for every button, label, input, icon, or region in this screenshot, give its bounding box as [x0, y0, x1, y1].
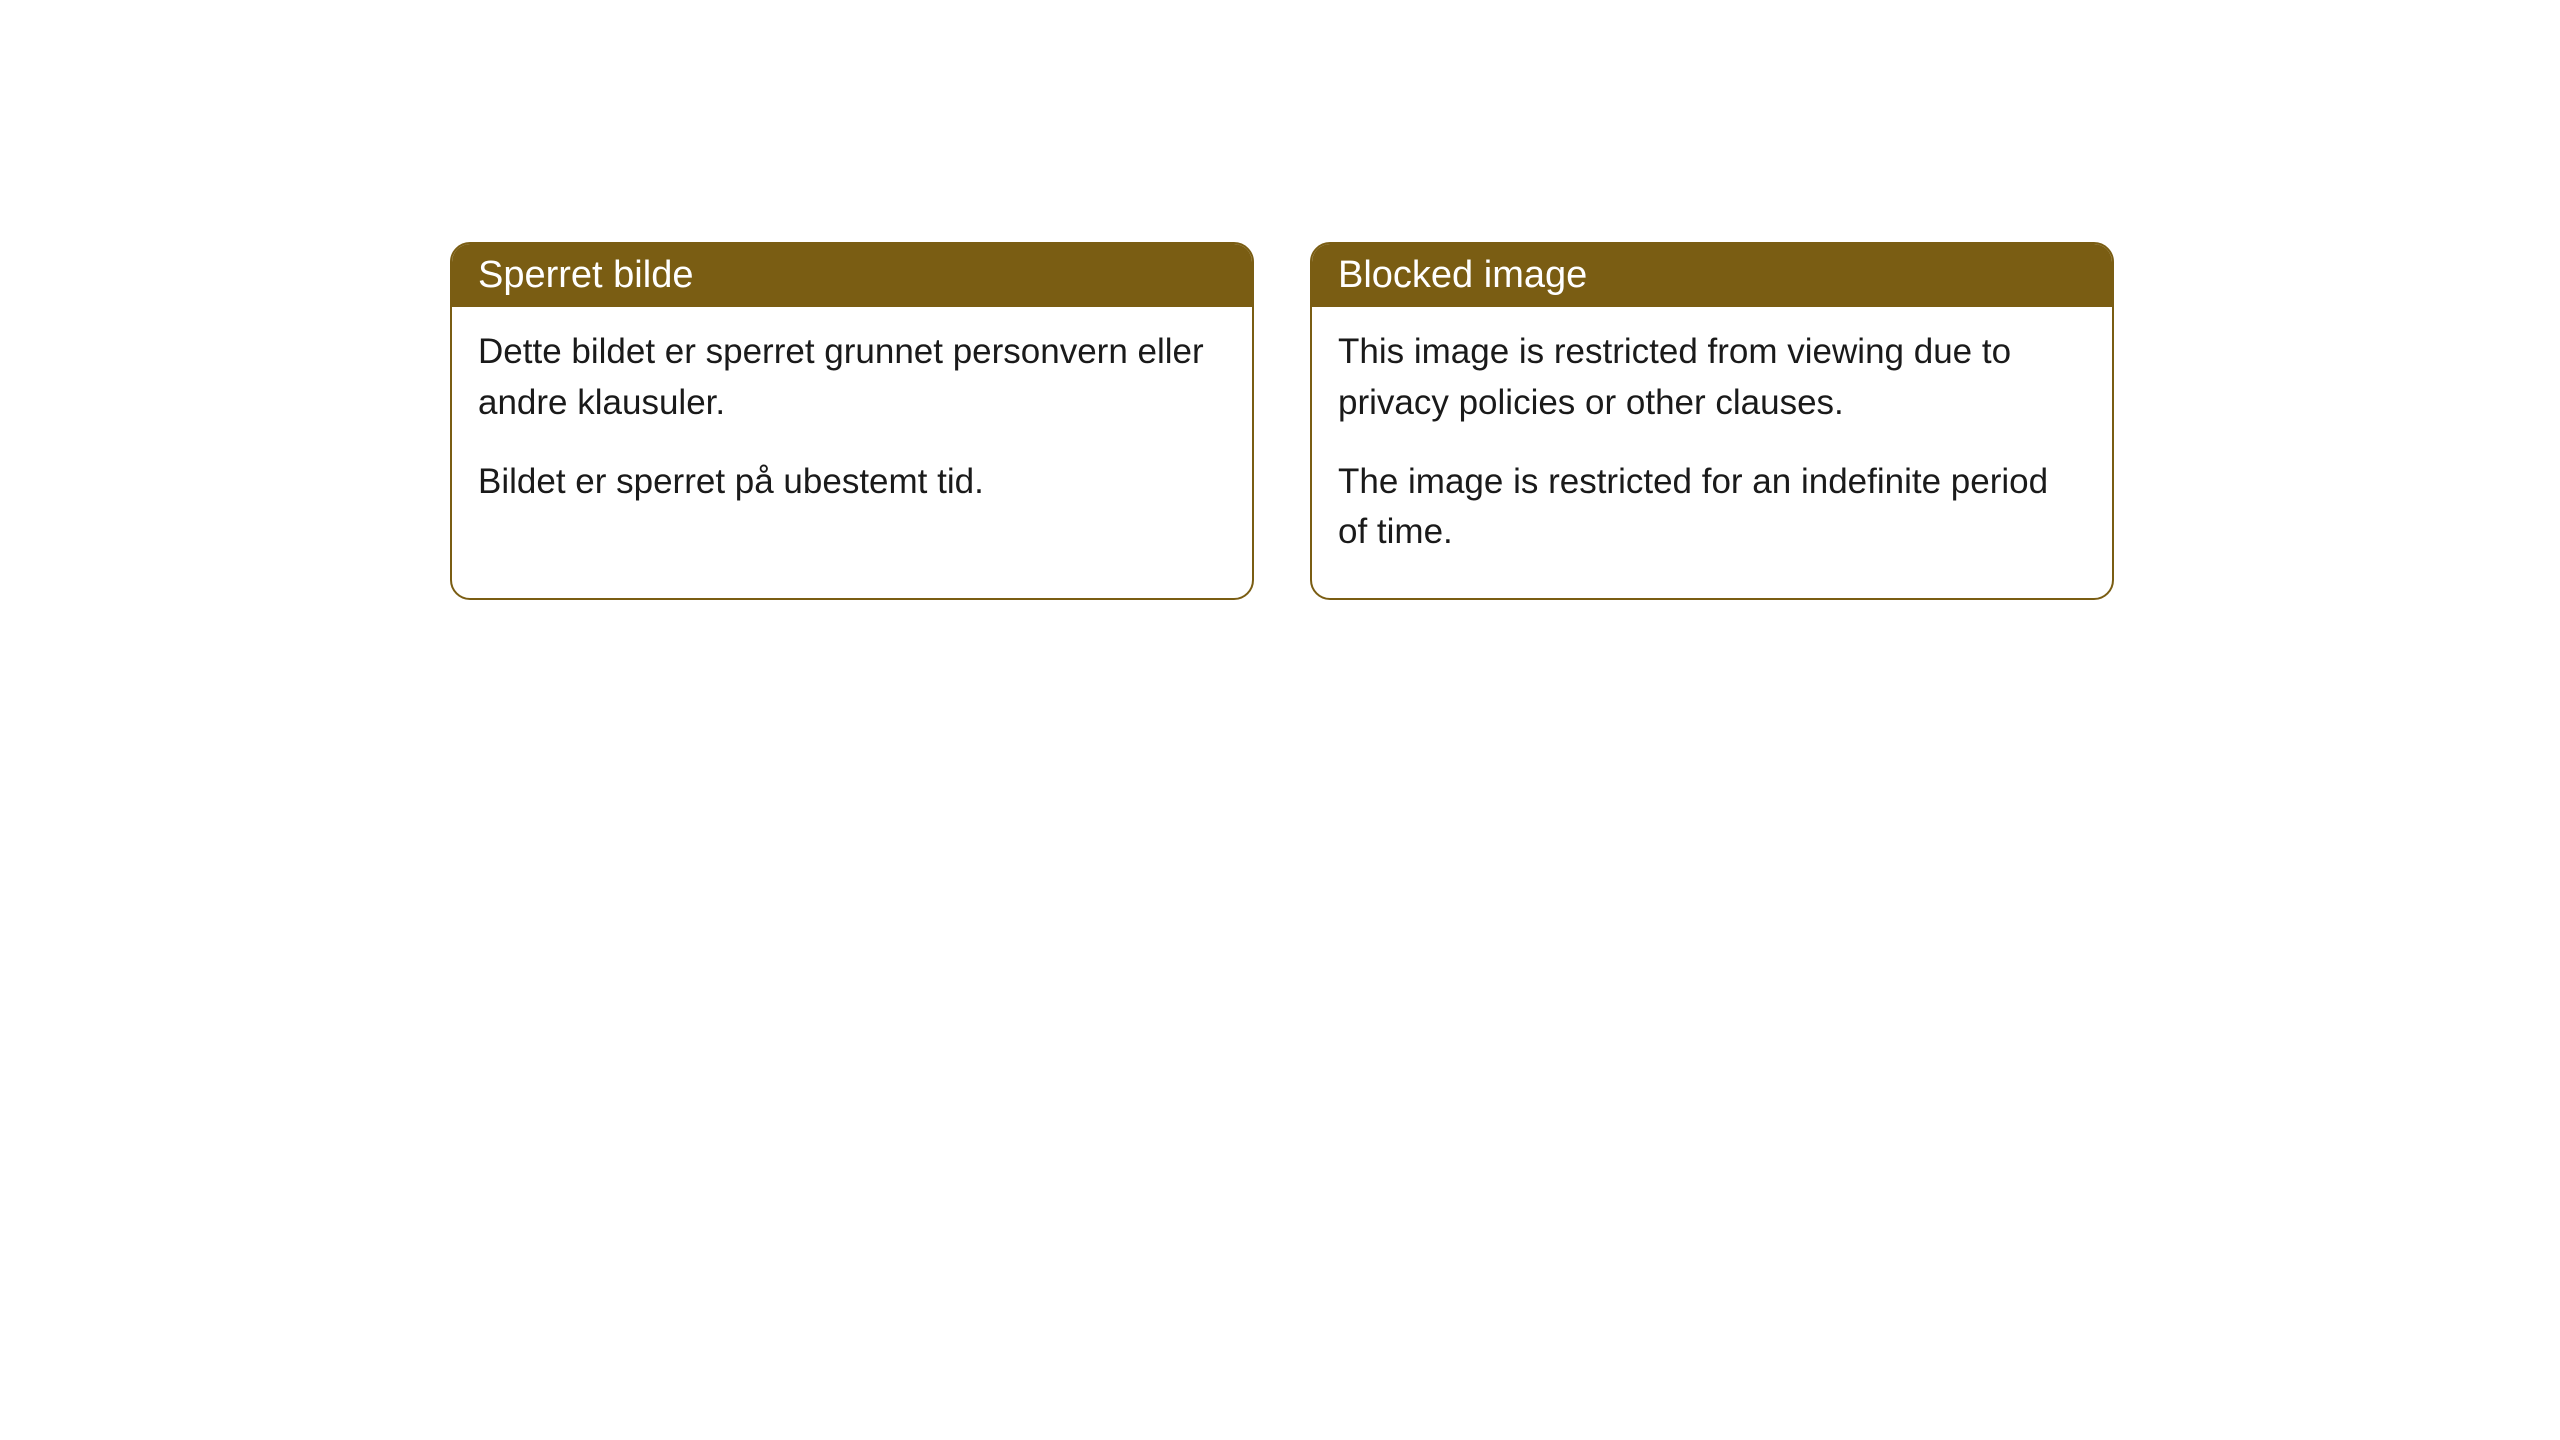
message-body-norwegian: Dette bildet er sperret grunnet personve… [452, 307, 1252, 547]
message-box-norwegian: Sperret bilde Dette bildet er sperret gr… [450, 242, 1254, 600]
message-box-english: Blocked image This image is restricted f… [1310, 242, 2114, 600]
message-paragraph: Bildet er sperret på ubestemt tid. [478, 457, 1226, 508]
message-body-english: This image is restricted from viewing du… [1312, 307, 2112, 598]
message-title-norwegian: Sperret bilde [478, 254, 693, 296]
message-paragraph: This image is restricted from viewing du… [1338, 327, 2086, 429]
message-paragraph: Dette bildet er sperret grunnet personve… [478, 327, 1226, 429]
message-container: Sperret bilde Dette bildet er sperret gr… [0, 0, 2560, 600]
message-header-norwegian: Sperret bilde [452, 244, 1252, 307]
message-header-english: Blocked image [1312, 244, 2112, 307]
message-title-english: Blocked image [1338, 254, 1587, 296]
message-paragraph: The image is restricted for an indefinit… [1338, 457, 2086, 559]
